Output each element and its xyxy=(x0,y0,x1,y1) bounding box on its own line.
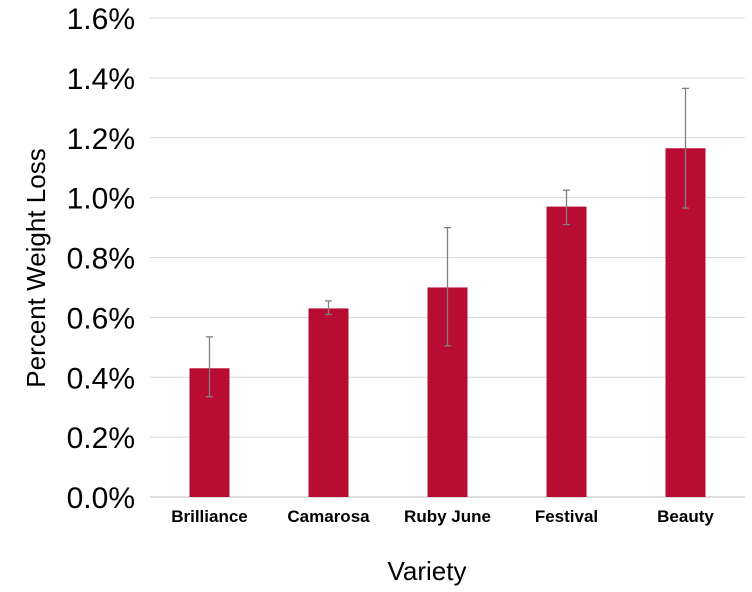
x-axis-categories: Brilliance Camarosa Ruby June Festival Beaut… xyxy=(171,507,714,526)
error-bars xyxy=(206,87,689,398)
y-tick-label: 0.6% xyxy=(67,302,135,335)
bar xyxy=(546,206,587,497)
x-category-label: Beauty xyxy=(657,507,714,526)
y-tick-label: 1.0% xyxy=(67,183,135,216)
y-axis-title: Percent Weight Loss xyxy=(21,148,51,387)
x-category-label: Ruby June xyxy=(404,507,491,526)
error-bar xyxy=(206,336,213,398)
y-tick-label: 0.0% xyxy=(67,482,135,515)
bar xyxy=(308,308,349,497)
x-axis-title: Variety xyxy=(388,556,467,586)
error-bar xyxy=(444,226,451,347)
y-tick-label: 0.4% xyxy=(67,362,135,395)
y-tick-label: 1.4% xyxy=(67,63,135,96)
y-axis-ticks: 0.0% 0.2% 0.4% 0.6% 0.8% 1.0% 1.2% 1.4% 1.6% xyxy=(67,3,135,515)
y-tick-label: 1.6% xyxy=(67,3,135,36)
x-category-label: Brilliance xyxy=(171,507,248,526)
error-bar xyxy=(563,189,570,226)
y-tick-label: 0.2% xyxy=(67,422,135,455)
error-bar xyxy=(325,300,332,316)
y-tick-label: 0.8% xyxy=(67,243,135,276)
x-category-label: Camarosa xyxy=(287,507,370,526)
y-tick-label: 1.2% xyxy=(67,123,135,156)
x-category-label: Festival xyxy=(535,507,598,526)
error-bar xyxy=(682,87,689,209)
